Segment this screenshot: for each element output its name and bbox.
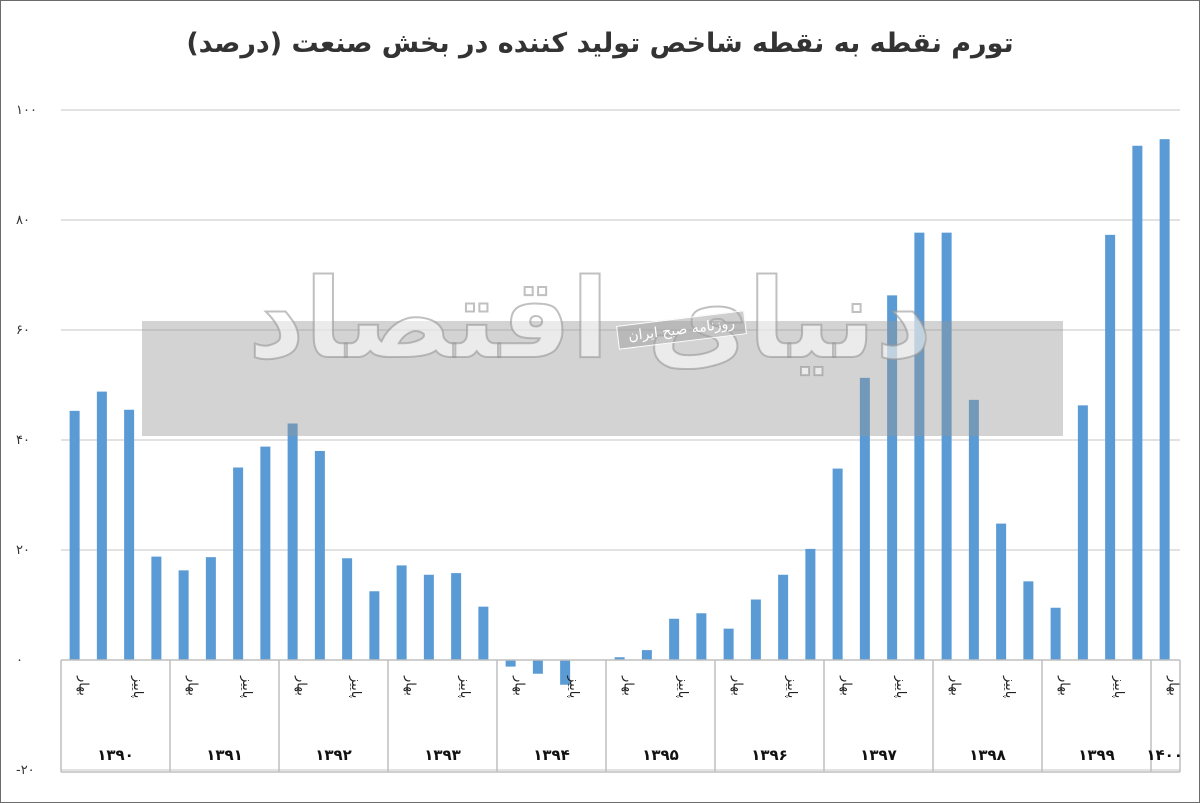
bar (342, 558, 353, 660)
season-label: پاییز (348, 675, 363, 699)
season-label: پاییز (675, 675, 690, 699)
y-tick-label: ۰ (16, 653, 23, 668)
y-tick-label: -۲۰ (16, 763, 35, 778)
bar (260, 446, 271, 660)
season-label: بهار (403, 675, 418, 696)
year-label: ۱۳۹۷ (860, 746, 897, 764)
bar (124, 409, 135, 660)
bar (914, 232, 925, 660)
bar (560, 660, 571, 685)
bar (614, 657, 625, 660)
bar (1105, 234, 1116, 660)
season-label: پاییز (239, 675, 254, 699)
bar (968, 399, 979, 660)
watermark-band (142, 321, 1063, 436)
season-label: بهار (621, 675, 636, 696)
year-label: ۱۳۹۴ (533, 746, 570, 764)
bar (859, 377, 870, 660)
bar (314, 451, 325, 660)
chart-title: تورم نقطه به نقطه شاخص تولید کننده در بخ… (186, 28, 1014, 59)
bar (805, 548, 816, 660)
y-tick-label: ۸۰ (16, 213, 30, 228)
bar (505, 660, 516, 667)
bar (369, 591, 380, 660)
season-label: پاییز (784, 675, 799, 699)
season-label: پاییز (893, 675, 908, 699)
y-tick-label: ۴۰ (16, 433, 30, 448)
year-label: ۱۴۰۰ (1146, 746, 1183, 764)
season-label: بهار (1166, 675, 1181, 696)
bar (396, 565, 407, 660)
bar (887, 295, 898, 660)
season-label: پاییز (130, 675, 145, 699)
bar (996, 523, 1007, 660)
bar (1132, 145, 1143, 660)
year-label: ۱۳۹۰ (97, 746, 134, 764)
bar (1023, 581, 1034, 660)
bar (423, 574, 434, 660)
bar (641, 650, 652, 660)
season-label: بهار (512, 675, 527, 696)
year-label: ۱۳۹۶ (751, 746, 788, 764)
bar (941, 232, 952, 660)
bar (287, 423, 298, 660)
bar (696, 613, 707, 660)
bar (478, 606, 489, 660)
season-label: بهار (185, 675, 200, 696)
bar (723, 628, 734, 660)
season-label: پاییز (1002, 675, 1017, 699)
bar (750, 599, 761, 660)
season-label: بهار (1057, 675, 1072, 696)
bar (1050, 607, 1061, 660)
bar (832, 468, 843, 660)
bar (532, 660, 543, 674)
bar (69, 410, 80, 660)
year-label: ۱۳۹۵ (642, 746, 679, 764)
y-tick-label: ۶۰ (16, 323, 30, 338)
y-tick-label: ۲۰ (16, 543, 30, 558)
bar (778, 574, 789, 660)
bar (151, 556, 162, 660)
bar (1077, 405, 1088, 660)
year-label: ۱۳۹۱ (206, 746, 243, 764)
bar (669, 618, 680, 660)
year-label: ۱۳۹۸ (969, 746, 1006, 764)
bar (451, 573, 462, 660)
season-label: بهار (730, 675, 745, 696)
y-tick-label: ۱۰۰ (16, 103, 37, 118)
season-label: بهار (294, 675, 309, 696)
bar (233, 467, 244, 660)
bar (178, 570, 189, 660)
season-label: بهار (948, 675, 963, 696)
season-label: پاییز (457, 675, 472, 699)
watermark-logo: دنیای اقتصاد (247, 254, 932, 384)
bar (1159, 139, 1170, 660)
season-label: پاییز (566, 675, 581, 699)
season-label: بهار (76, 675, 91, 696)
year-label: ۱۳۹۲ (315, 746, 352, 764)
bar (96, 391, 107, 660)
bar (205, 557, 216, 660)
season-label: بهار (839, 675, 854, 696)
year-label: ۱۳۹۳ (424, 746, 461, 764)
season-label: پاییز (1111, 675, 1126, 699)
year-label: ۱۳۹۹ (1078, 746, 1115, 764)
